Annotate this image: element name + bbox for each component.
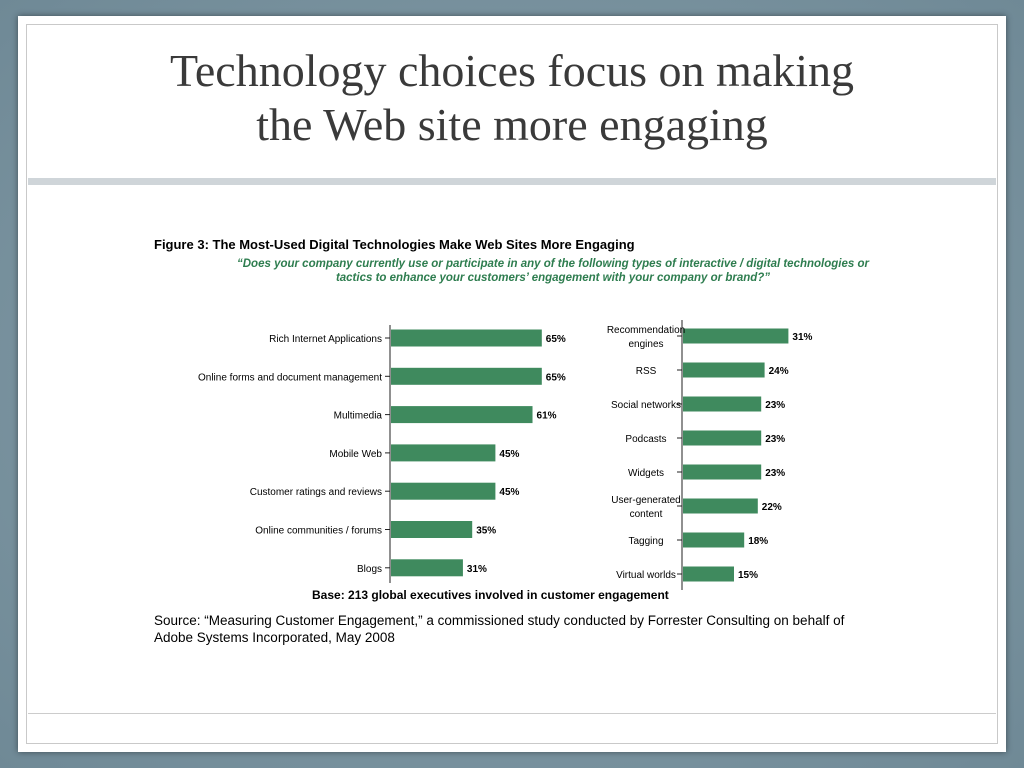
left-category-label: Multimedia <box>334 411 383 422</box>
right-category-label-line: RSS <box>636 366 657 377</box>
left-bar-value-label: 61% <box>537 411 557 422</box>
right-bar-value-label: 23% <box>765 434 785 445</box>
right-bar-value-label: 23% <box>765 468 785 479</box>
right-category-label: RSS <box>636 366 657 377</box>
left-category-label-line: Online communities / forums <box>255 526 382 537</box>
right-bar-value-label: 18% <box>748 536 768 547</box>
title-divider <box>28 178 996 185</box>
right-bar <box>683 532 745 548</box>
left-bar-value-label: 65% <box>546 334 566 345</box>
right-bar-chart: 31% Recommendation engines 24% RSS 23% Social … <box>607 320 813 590</box>
right-category-label-line: User-generated <box>611 495 680 506</box>
left-bar <box>391 406 533 424</box>
right-category-label-line: engines <box>628 339 663 350</box>
left-bar-value-label: 45% <box>499 487 519 498</box>
left-category-label: Online forms and document management <box>198 372 382 383</box>
left-category-label: Customer ratings and reviews <box>250 487 382 498</box>
right-bar <box>683 464 762 480</box>
left-bar-chart: 65% Rich Internet Applications 65% Online f… <box>198 325 566 583</box>
right-category-label-line: Podcasts <box>625 434 666 445</box>
left-category-label: Rich Internet Applications <box>269 334 382 345</box>
source-note: Source: “Measuring Customer Engagement,”… <box>154 613 845 645</box>
right-category-label: Podcasts <box>625 434 666 445</box>
footer-divider <box>28 713 996 714</box>
slide-frame <box>26 24 998 744</box>
right-category-label-line: Social networks <box>611 400 681 411</box>
left-bar <box>391 444 496 462</box>
figure-question: “Does your company currently use or part… <box>237 258 869 284</box>
right-bar <box>683 430 762 446</box>
right-bar <box>683 498 758 514</box>
slide-title: Technology choices focus on making the W… <box>18 44 1006 152</box>
right-bar-value-label: 24% <box>769 366 789 377</box>
right-category-label: Virtual worlds <box>616 570 676 581</box>
left-category-label-line: Multimedia <box>334 411 383 422</box>
figure-title: Figure 3: The Most-Used Digital Technolo… <box>154 237 635 252</box>
left-category-label: Online communities / forums <box>255 526 382 537</box>
left-bar-value-label: 35% <box>476 526 496 537</box>
right-bar-value-label: 15% <box>738 570 758 581</box>
left-category-label: Mobile Web <box>329 449 382 460</box>
left-bar-value-label: 31% <box>467 564 487 575</box>
right-category-label-line: Widgets <box>628 468 664 479</box>
right-category-label-line: content <box>630 509 663 520</box>
right-bar <box>683 566 734 582</box>
right-category-label: User-generated content <box>611 495 680 520</box>
left-bar <box>391 559 463 577</box>
slide-title-line-1: Technology choices focus on making <box>169 45 855 96</box>
right-category-label-line: Recommendation <box>607 325 685 336</box>
right-bar <box>683 328 789 344</box>
right-category-label: Social networks <box>611 400 681 411</box>
right-bar-value-label: 22% <box>762 502 782 513</box>
left-bar <box>391 367 542 385</box>
right-bar-value-label: 31% <box>792 332 812 343</box>
left-category-label-line: Online forms and document management <box>198 372 382 383</box>
right-category-label-line: Virtual worlds <box>616 570 676 581</box>
slide: Technology choices focus on making the W… <box>18 16 1006 752</box>
right-bar-value-label: 23% <box>765 400 785 411</box>
right-bar <box>683 396 762 412</box>
left-bar <box>391 329 542 347</box>
left-bar-value-label: 65% <box>546 372 566 383</box>
left-category-label: Blogs <box>357 564 382 575</box>
right-bar <box>683 362 765 378</box>
right-category-label: Tagging <box>628 536 663 547</box>
left-bar <box>391 521 473 538</box>
left-category-label-line: Customer ratings and reviews <box>250 487 382 498</box>
left-category-label-line: Blogs <box>357 564 382 575</box>
slide-title-line-2: the Web site more engaging <box>256 99 768 150</box>
base-note: Base: 213 global executives involved in … <box>312 588 669 602</box>
left-bar <box>391 482 496 500</box>
left-category-label-line: Rich Internet Applications <box>269 334 382 345</box>
right-category-label: Widgets <box>628 468 664 479</box>
right-category-label-line: Tagging <box>628 536 663 547</box>
right-category-label: Recommendation engines <box>607 325 685 350</box>
left-category-label-line: Mobile Web <box>329 449 382 460</box>
left-bar-value-label: 45% <box>499 449 519 460</box>
